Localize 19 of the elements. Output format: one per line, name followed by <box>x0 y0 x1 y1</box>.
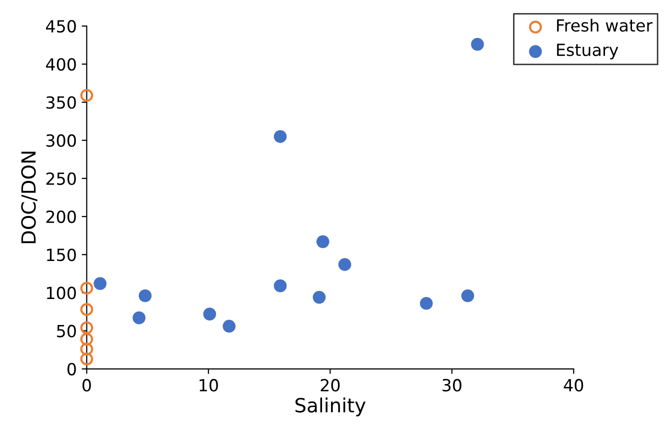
x-tick-label: 30 <box>442 378 462 392</box>
x-tick-label: 20 <box>320 378 340 392</box>
x-axis-title: Salinity <box>295 398 366 416</box>
y-tick-label: 400 <box>46 58 76 71</box>
y-tick-label: 300 <box>46 134 76 147</box>
x-tick-label: 0 <box>82 378 91 392</box>
legend-label: Fresh water <box>557 18 653 32</box>
x-tick-label: 10 <box>200 378 218 392</box>
y-tick-label: 100 <box>47 286 76 300</box>
y-tick-label: 150 <box>47 248 76 262</box>
y-tick-label: 250 <box>46 172 76 185</box>
y-tick-label: 350 <box>46 96 76 109</box>
y-tick-label: 450 <box>46 20 76 33</box>
y-tick-label: 0 <box>67 362 76 376</box>
y-axis-title: DOC/DON <box>21 152 38 244</box>
legend-label: Estuary <box>557 44 618 60</box>
x-tick-label: 40 <box>564 378 584 392</box>
y-tick-label: 200 <box>46 210 76 224</box>
y-tick-label: 50 <box>57 324 76 338</box>
